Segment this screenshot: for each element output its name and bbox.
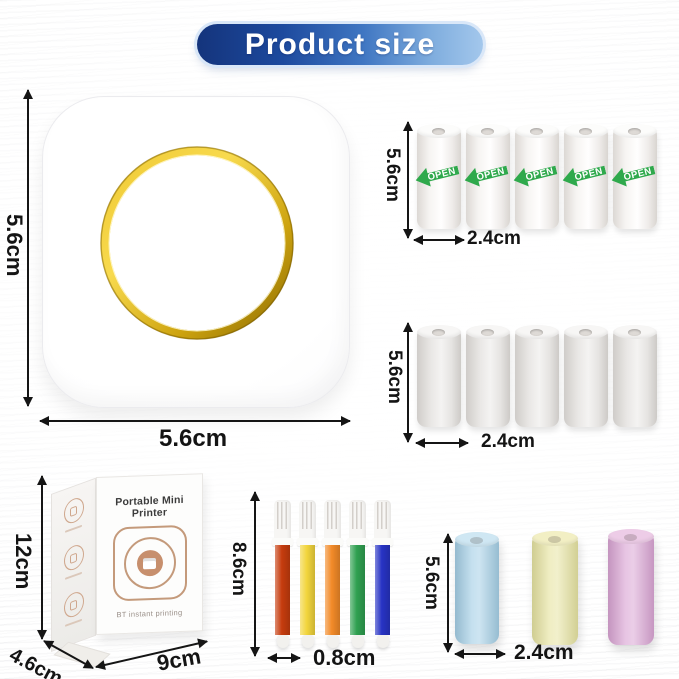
box-height-arrow — [37, 475, 47, 640]
marker-pen — [297, 500, 318, 648]
pen-tip — [276, 635, 289, 648]
mini-printer-photo — [42, 96, 350, 408]
lens-dot-icon — [136, 549, 163, 577]
open-sticker: OPEN — [609, 160, 657, 190]
marker-pen — [322, 500, 343, 648]
side-caption-line — [65, 618, 82, 627]
marker-pen — [372, 500, 393, 648]
side-caption-line — [65, 571, 82, 580]
roll-top — [608, 529, 654, 544]
pen-body — [275, 545, 290, 635]
pen-body — [375, 545, 390, 635]
paper-roll-plain — [466, 325, 510, 427]
colored-rolls-height-arrow — [443, 533, 453, 653]
marker-pen — [272, 500, 293, 648]
roll-hole — [481, 329, 494, 336]
roll-hole — [628, 329, 641, 336]
box-height-label: 12cm — [11, 533, 36, 590]
printer-height-label: 5.6cm — [2, 214, 27, 277]
roll-top — [532, 531, 578, 546]
printer-outline-icon — [112, 524, 187, 602]
plain-rolls-height-label: 5.6cm — [384, 350, 405, 404]
pens-width-arrow — [267, 653, 301, 663]
paper-roll-open: OPEN — [613, 124, 657, 229]
roll-hole — [470, 537, 483, 544]
roll-hole — [481, 128, 494, 135]
open-rolls-width-label: 2.4cm — [467, 228, 521, 249]
roll-hole — [628, 128, 641, 135]
open-sticker: OPEN — [462, 160, 510, 190]
roll-hole — [579, 329, 592, 336]
marker-pen — [347, 500, 368, 648]
box-front-panel: Portable Mini Printer BT instant printin… — [96, 473, 203, 635]
plain-rolls-width-arrow — [415, 438, 469, 448]
paper-roll-open: OPEN — [515, 124, 559, 229]
ring-outline-icon — [123, 536, 176, 591]
pen-cap — [272, 500, 293, 546]
pen-body — [350, 545, 365, 635]
box-side-panel — [51, 477, 96, 652]
pens-height-arrow — [250, 491, 260, 657]
pen-tip — [351, 635, 364, 648]
plain-rolls-height-arrow — [403, 322, 413, 443]
pen-cap — [322, 500, 343, 546]
paper-roll-plain — [564, 325, 608, 427]
printer-glyph-icon — [143, 557, 156, 569]
gold-ring-icon — [100, 146, 294, 340]
pen-body — [300, 545, 315, 635]
box-title: Portable Mini Printer — [115, 493, 184, 520]
paper-roll-yellow — [532, 531, 578, 645]
pen-cap — [372, 500, 393, 546]
battery-feature-icon — [63, 542, 84, 574]
roll-hole — [624, 534, 637, 541]
roll-hole — [579, 128, 592, 135]
phone-feature-icon — [63, 589, 84, 621]
pen-tip — [376, 635, 389, 648]
roll-hole — [432, 329, 445, 336]
pen-cap — [297, 500, 318, 546]
roll-top — [455, 532, 499, 547]
box-width-label: 9cm — [155, 643, 203, 676]
paper-roll-plain — [417, 325, 461, 427]
open-sticker: OPEN — [560, 160, 608, 190]
printer-height-arrow — [23, 89, 33, 407]
roll-hole — [432, 128, 445, 135]
printer-feature-icon — [63, 495, 84, 527]
open-rolls-height-label: 5.6cm — [382, 148, 403, 202]
open-rolls-width-arrow — [413, 235, 465, 245]
open-sticker: OPEN — [511, 160, 559, 190]
paper-roll-open: OPEN — [466, 124, 510, 229]
printer-width-label: 5.6cm — [159, 425, 228, 452]
colored-rolls-width-label: 2.4cm — [514, 641, 574, 664]
pen-cap — [347, 500, 368, 546]
printer-width-arrow — [39, 416, 351, 426]
open-sticker: OPEN — [413, 160, 461, 190]
page-title: Product size — [244, 27, 436, 61]
roll-hole — [548, 536, 561, 543]
paper-roll-open: OPEN — [564, 124, 608, 229]
roll-hole — [530, 329, 543, 336]
pen-tip — [326, 635, 339, 648]
paper-roll-blue — [455, 532, 499, 644]
box-subtitle: BT instant printing — [116, 607, 183, 620]
roll-hole — [530, 128, 543, 135]
plain-rolls-width-label: 2.4cm — [481, 431, 535, 452]
paper-roll-pink — [608, 529, 654, 645]
paper-roll-plain — [515, 325, 559, 427]
side-caption-line — [65, 524, 82, 533]
title-banner: Product size — [197, 24, 483, 65]
pens-width-label: 0.8cm — [313, 645, 376, 670]
open-rolls-height-arrow — [403, 121, 413, 239]
paper-roll-open: OPEN — [417, 124, 461, 229]
colored-rolls-width-arrow — [454, 649, 506, 659]
pen-body — [325, 545, 340, 635]
pens-height-label: 8.6cm — [228, 542, 249, 596]
paper-roll-plain — [613, 325, 657, 427]
colored-rolls-height-label: 5.6cm — [421, 556, 442, 610]
pen-tip — [301, 635, 314, 648]
